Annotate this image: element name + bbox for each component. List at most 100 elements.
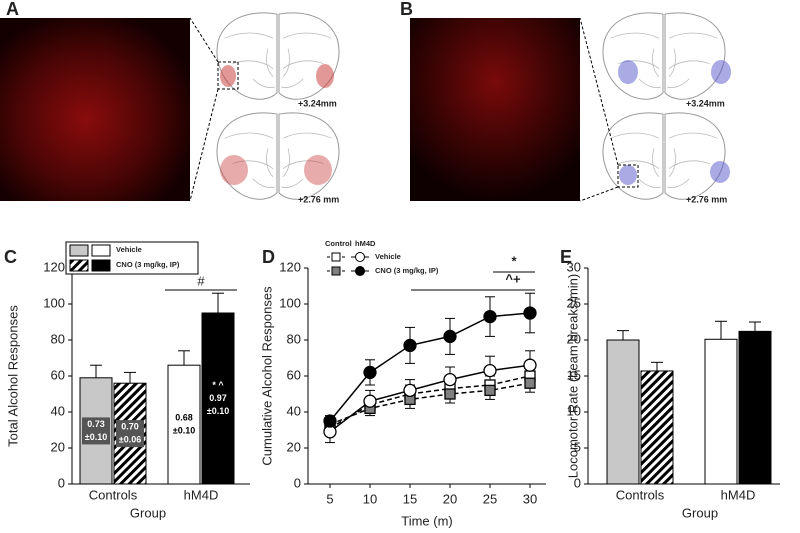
injection-site xyxy=(710,161,730,183)
y-tick-label: 80 xyxy=(287,331,301,346)
histology-image xyxy=(0,18,190,201)
y-tick-label: 20 xyxy=(287,439,301,454)
y-tick-label: 25 xyxy=(567,295,581,310)
label-background xyxy=(82,417,110,445)
bar-label: 0.73 xyxy=(87,419,105,429)
legend-marker xyxy=(355,266,365,276)
legend-marker xyxy=(331,266,341,276)
section-level: +2.76 mm xyxy=(298,194,339,204)
panel-label: B xyxy=(400,0,413,19)
x-axis-label: Time (m) xyxy=(401,513,453,528)
y-tick-label: 30 xyxy=(567,259,581,274)
panel-label: E xyxy=(560,247,572,267)
histology-image xyxy=(410,18,580,201)
x-tick-label: Controls xyxy=(89,487,138,502)
y-tick-label: 15 xyxy=(567,367,581,382)
y-axis-label: Total Alcohol Responses xyxy=(5,305,20,447)
x-tick-label: hM4D xyxy=(184,487,219,502)
y-tick-label: 120 xyxy=(43,259,65,274)
marker xyxy=(403,338,417,353)
zoom-box xyxy=(617,164,639,188)
legend-label: CNO (3 mg/kg, IP) xyxy=(116,260,180,269)
injection-site xyxy=(618,60,638,84)
legend-swatch xyxy=(69,259,89,272)
x-tick-label: hM4D xyxy=(721,487,756,502)
x-axis-label: Group xyxy=(682,505,718,520)
bar-label: 0.97 xyxy=(209,393,227,403)
y-tick-label: 40 xyxy=(287,403,301,418)
injection-site xyxy=(220,65,236,87)
bar xyxy=(704,338,738,485)
bar-label: ±0.10 xyxy=(85,432,107,442)
marker xyxy=(403,383,417,398)
significance-mark: # xyxy=(197,273,205,288)
bar-label: ±0.06 xyxy=(119,434,141,444)
y-tick-label: 10 xyxy=(567,403,581,418)
legend-marker xyxy=(355,252,365,262)
bar-label: * ^ xyxy=(212,380,224,390)
bar xyxy=(738,330,772,485)
section-level: +3.24mm xyxy=(298,98,337,108)
bar-label: ±0.10 xyxy=(207,406,229,416)
marker xyxy=(363,365,377,380)
injection-site xyxy=(619,165,637,185)
marker xyxy=(483,309,497,324)
zoom-line xyxy=(579,17,619,166)
bar-label: 0.68 xyxy=(175,412,193,422)
marker xyxy=(484,384,496,397)
y-tick-label: 60 xyxy=(51,367,65,382)
section-level: +2.76 mm xyxy=(686,194,727,204)
brain-section xyxy=(602,112,726,200)
significance-mark: ^+ xyxy=(505,271,521,286)
x-tick-label: 20 xyxy=(443,491,457,506)
y-tick-label: 40 xyxy=(51,403,65,418)
bar xyxy=(167,364,201,485)
bar xyxy=(606,339,640,485)
x-tick-label: Controls xyxy=(616,487,665,502)
y-tick-label: 100 xyxy=(43,295,65,310)
y-axis-label: Cumulative Alcohol Responses xyxy=(259,286,274,466)
x-tick-label: 30 xyxy=(523,491,537,506)
marker xyxy=(443,372,457,387)
y-tick-label: 20 xyxy=(51,439,65,454)
x-tick-label: 5 xyxy=(326,491,333,506)
y-tick-label: 60 xyxy=(287,367,301,382)
x-axis-label: Group xyxy=(130,505,166,520)
marker xyxy=(323,414,337,428)
legend-swatch xyxy=(69,244,89,257)
y-tick-label: 20 xyxy=(567,331,581,346)
y-tick-label: 0 xyxy=(294,475,301,490)
injection-site xyxy=(220,155,248,185)
x-tick-label: 15 xyxy=(403,491,417,506)
x-tick-label: 10 xyxy=(363,491,377,506)
series-line xyxy=(329,375,531,429)
series-line xyxy=(329,382,531,426)
legend-swatch xyxy=(91,244,111,257)
zoom-line xyxy=(189,17,219,63)
marker xyxy=(444,388,456,400)
marker xyxy=(523,306,537,320)
bar-label: ±0.10 xyxy=(173,425,195,435)
y-tick-label: 80 xyxy=(51,331,65,346)
section-level: +3.24mm xyxy=(686,98,725,108)
significance-mark: * xyxy=(511,253,517,268)
panel-label: C xyxy=(4,247,17,267)
legend-marker xyxy=(331,252,341,262)
injection-site xyxy=(316,64,334,88)
series-line xyxy=(329,364,531,433)
x-tick-label: 25 xyxy=(483,491,497,506)
brain-section xyxy=(602,12,726,100)
panel-label: A xyxy=(6,0,19,19)
y-tick-label: 0 xyxy=(58,475,65,490)
legend-header: Control xyxy=(325,239,352,248)
marker xyxy=(524,377,536,389)
injection-site xyxy=(711,60,731,84)
y-tick-label: 100 xyxy=(279,295,301,310)
series-line xyxy=(329,312,531,422)
legend-label: CNO (3 mg/kg, IP) xyxy=(375,266,439,275)
label-background xyxy=(116,420,144,448)
y-axis-label: Locomotor Rate (beam breaks/min) xyxy=(565,274,580,478)
marker xyxy=(363,394,377,408)
bar-label: 0.70 xyxy=(121,421,139,431)
injection-site xyxy=(304,155,332,185)
